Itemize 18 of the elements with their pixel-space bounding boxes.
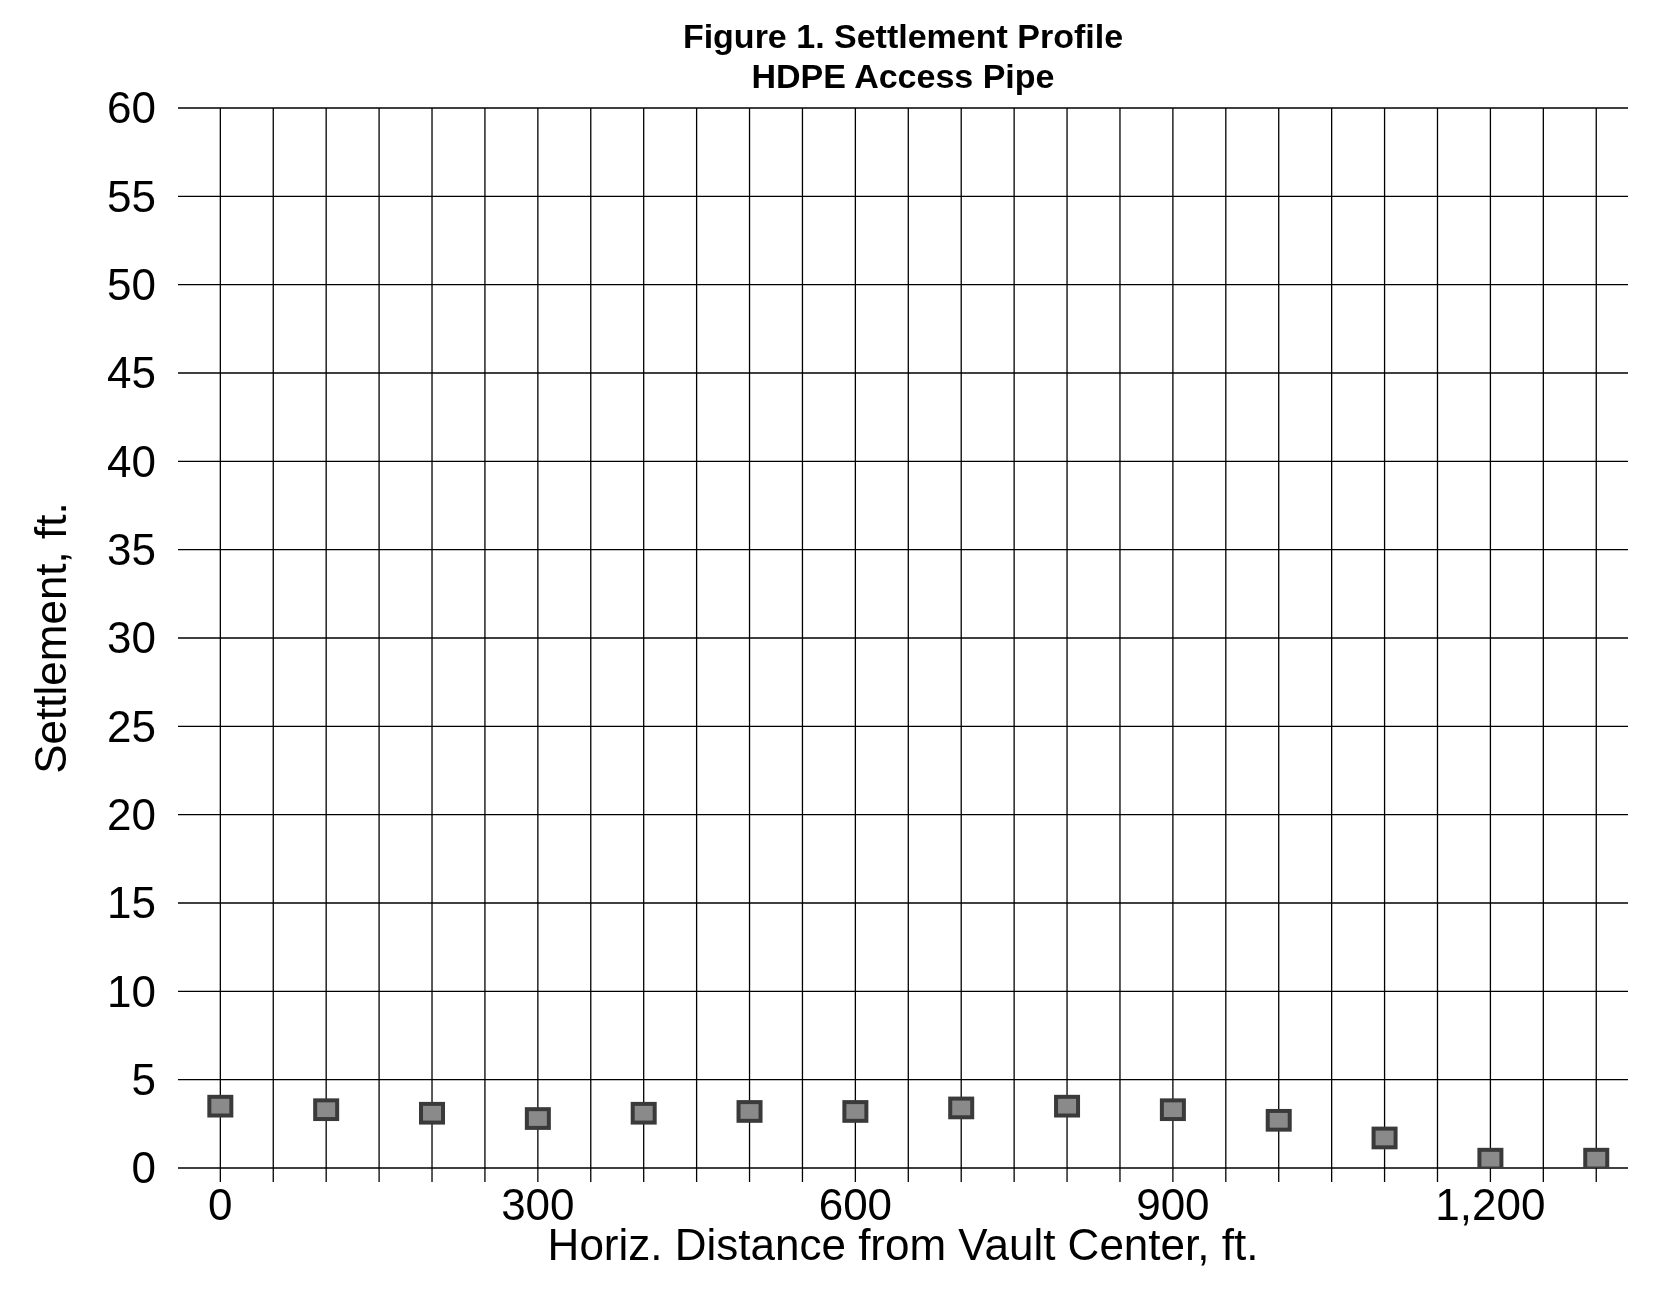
- y-tick-label: 10: [107, 966, 156, 1016]
- chart-subtitle: HDPE Access Pipe: [751, 57, 1055, 95]
- y-tick-label: 40: [107, 436, 156, 486]
- y-tick-label: 20: [107, 790, 156, 840]
- x-tick-label: 0: [208, 1180, 233, 1229]
- y-tick-label: 60: [107, 83, 156, 133]
- y-tick-label: 30: [107, 613, 156, 663]
- x-tick-label: 1,200: [1435, 1180, 1546, 1229]
- y-axis-title: Settlement, ft.: [26, 502, 75, 774]
- y-tick-label: 50: [107, 260, 156, 310]
- y-tick-label: 5: [131, 1055, 156, 1105]
- y-tick-label: 35: [107, 525, 156, 575]
- y-tick-label: 0: [131, 1143, 156, 1193]
- y-tick-label: 45: [107, 348, 156, 398]
- y-tick-label: 55: [107, 171, 156, 221]
- chart-title: Figure 1. Settlement Profile: [682, 17, 1124, 55]
- y-tick-label: 15: [107, 878, 156, 928]
- y-tick-label: 25: [107, 701, 156, 751]
